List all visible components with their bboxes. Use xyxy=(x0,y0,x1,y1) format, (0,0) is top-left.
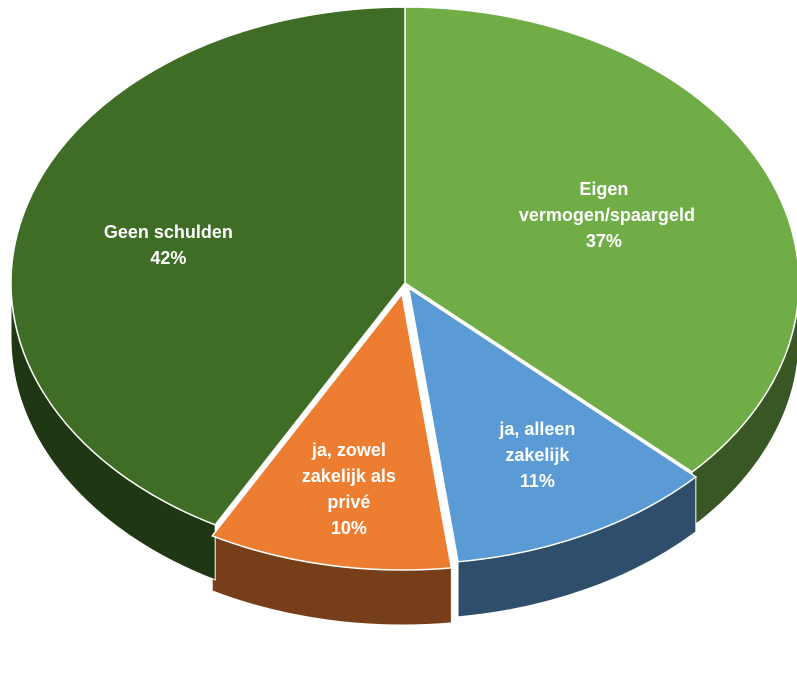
category-label: ja, alleen zakelijk xyxy=(499,419,576,466)
pie-sides xyxy=(10,282,797,626)
data-label: ja, zowel zakelijk als privé 10% xyxy=(289,437,409,541)
slice xyxy=(210,292,453,571)
value-label: 11% xyxy=(519,471,555,492)
slice xyxy=(407,286,698,563)
value-label: 10% xyxy=(330,518,367,539)
pie-tops xyxy=(10,6,797,571)
value-label: 42% xyxy=(150,248,187,269)
slice xyxy=(10,6,406,526)
category-label: Geen schulden xyxy=(103,222,233,243)
category-label: ja, zowel zakelijk als privé xyxy=(301,440,396,513)
data-label: Geen schulden 42% xyxy=(68,219,268,271)
slice xyxy=(404,6,797,473)
value-label: 37% xyxy=(585,231,622,252)
data-label: Eigen vermogen/spaargeld 37% xyxy=(518,176,695,254)
category-label: Eigen vermogen/spaargeld xyxy=(518,179,695,226)
data-label: ja, alleen zakelijk 11% xyxy=(487,416,587,494)
